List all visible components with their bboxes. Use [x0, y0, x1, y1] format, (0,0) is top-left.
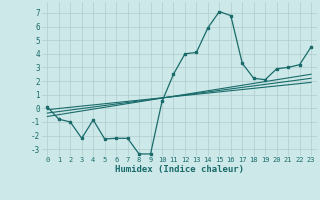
- X-axis label: Humidex (Indice chaleur): Humidex (Indice chaleur): [115, 165, 244, 174]
